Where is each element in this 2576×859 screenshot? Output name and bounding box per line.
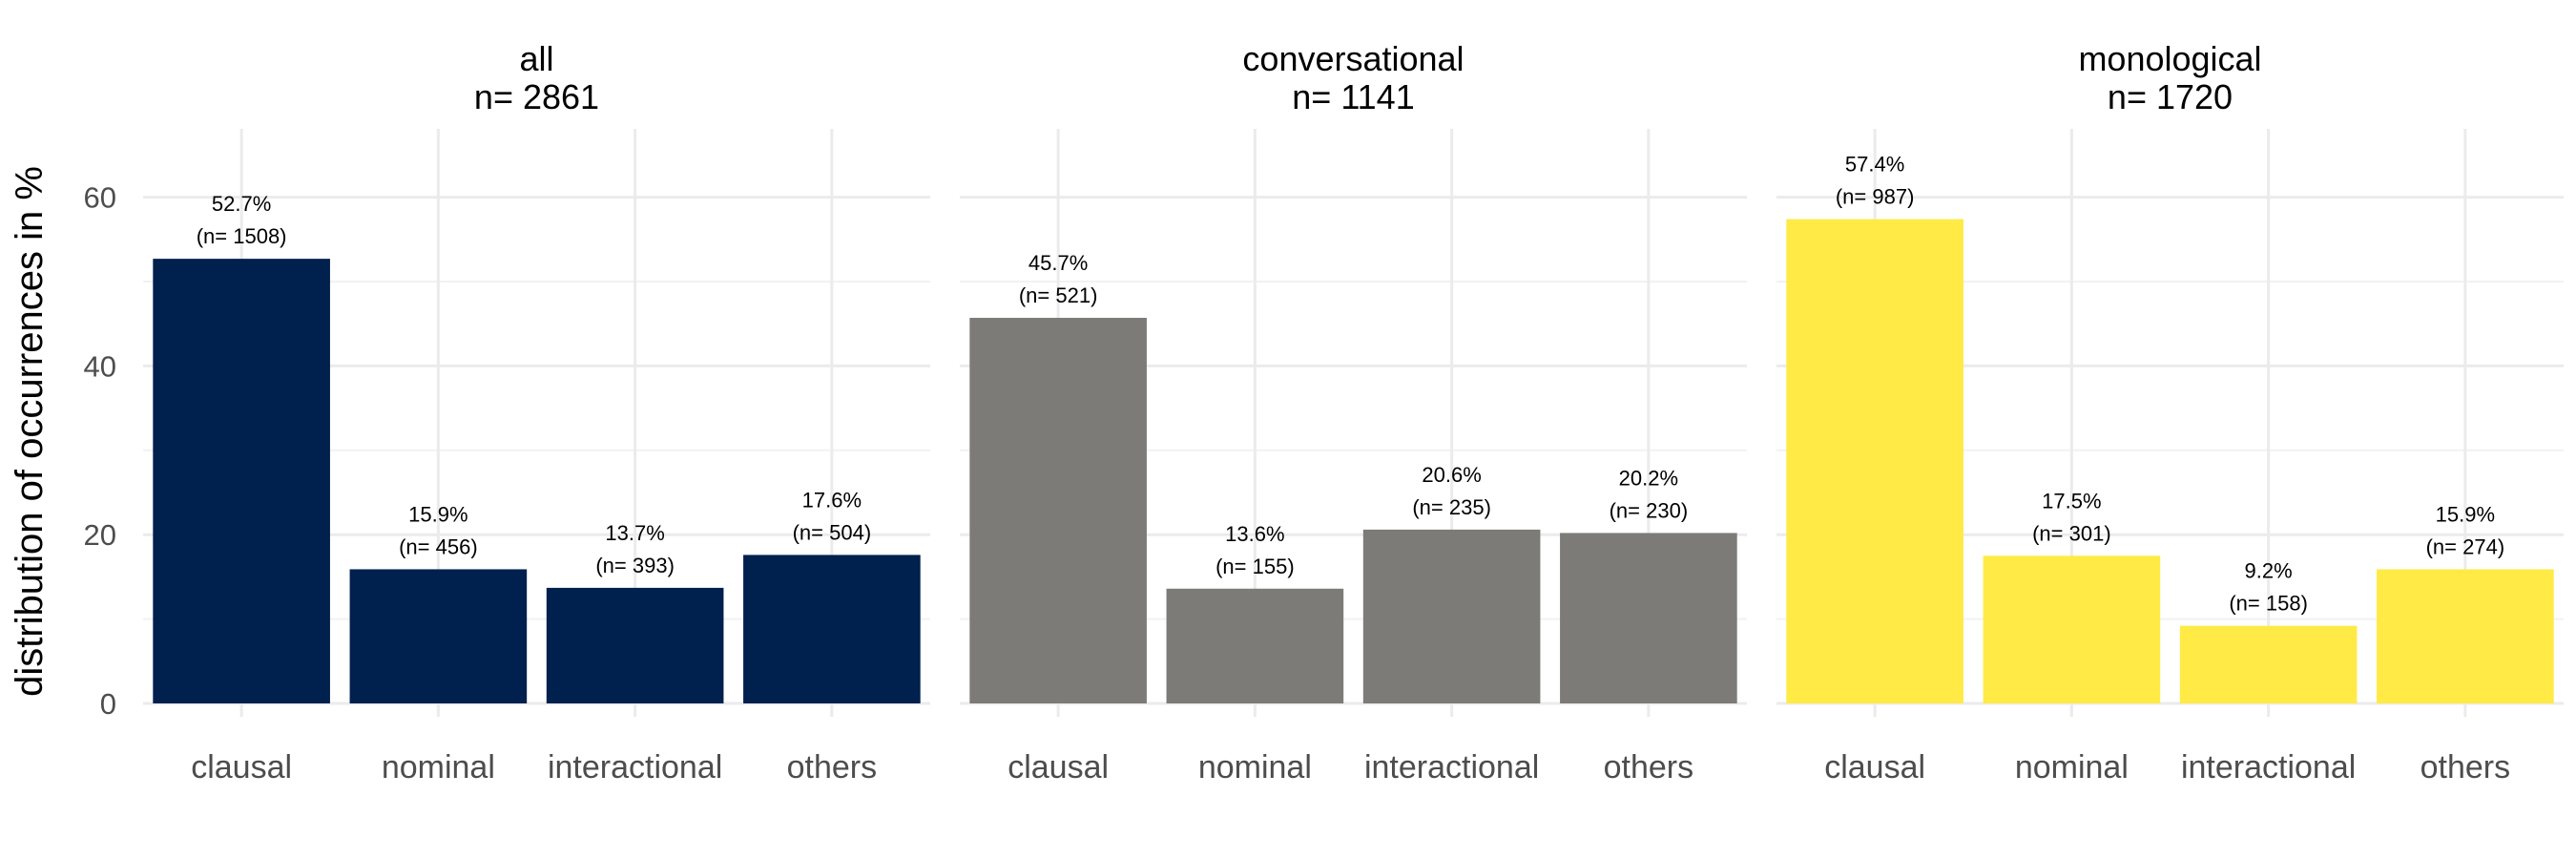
bar-nominal (1166, 588, 1344, 703)
bar-interactional (546, 587, 724, 703)
x-tick-label: others (2420, 749, 2511, 786)
y-tick-label: 20 (84, 518, 116, 552)
bar-nominal (1983, 555, 2161, 703)
x-tick-label: nominal (1198, 749, 1312, 786)
facet-title: conversational (1242, 39, 1464, 78)
facet-subtitle: n= 1141 (1292, 77, 1414, 116)
data-label-count: (n= 301) (2032, 521, 2111, 545)
x-tick-label: nominal (2015, 749, 2129, 786)
data-label-percent: 13.7% (605, 521, 664, 545)
bar-interactional (2179, 625, 2358, 703)
x-tick-label: interactional (548, 749, 722, 786)
data-label-percent: 20.2% (1619, 466, 1678, 490)
bar-others (2377, 569, 2554, 703)
data-label-percent: 9.2% (2245, 559, 2293, 583)
data-label-percent: 17.5% (2042, 489, 2101, 513)
data-label-count: (n= 504) (793, 520, 872, 544)
data-label-percent: 20.6% (1422, 463, 1481, 487)
data-label-count: (n= 274) (2426, 534, 2505, 558)
data-label-count: (n= 230) (1610, 498, 1689, 522)
panels-container: 52.7% (n= 1508) clausal 15.9% (n= 456) nomina… (84, 39, 2564, 786)
data-label-percent: 15.9% (2436, 502, 2495, 526)
bar-clausal (153, 259, 330, 703)
data-label-count: (n= 393) (595, 554, 675, 577)
data-label-percent: 17.6% (802, 488, 862, 512)
facet-panel-monological: 57.4% (n= 987) clausal 17.5% (n= 301) nominal… (1776, 39, 2564, 786)
data-label-count: (n= 1508) (197, 224, 287, 248)
data-label-count: (n= 158) (2229, 592, 2308, 616)
x-tick-label: nominal (382, 749, 495, 786)
x-tick-label: others (787, 749, 878, 786)
x-tick-label: clausal (191, 749, 292, 786)
facet-panel-all: 52.7% (n= 1508) clausal 15.9% (n= 456) nomina… (143, 39, 930, 786)
facet-title: all (519, 39, 553, 78)
facet-subtitle: n= 1720 (2108, 77, 2233, 116)
data-label-percent: 13.6% (1225, 522, 1284, 546)
data-label-count: (n= 456) (399, 534, 478, 558)
y-tick-label: 0 (100, 687, 116, 721)
bar-nominal (349, 569, 528, 703)
data-label-count: (n= 987) (1836, 185, 1915, 209)
x-tick-label: interactional (1364, 749, 1539, 786)
bar-others (743, 555, 921, 703)
bar-clausal (1786, 219, 1963, 704)
data-label-percent: 15.9% (408, 502, 467, 526)
x-tick-label: clausal (1824, 749, 1925, 786)
data-label-percent: 45.7% (1028, 251, 1088, 275)
facet-title: monological (2078, 39, 2261, 78)
y-axis-title: distribution of occurrences in % (9, 166, 51, 697)
bar-others (1560, 533, 1737, 703)
bar-clausal (969, 318, 1147, 703)
y-tick-label: 40 (84, 349, 116, 383)
facet-panel-conversational: 45.7% (n= 521) clausal 13.6% (n= 155) nominal… (960, 39, 1747, 786)
x-tick-label: others (1604, 749, 1694, 786)
bar-interactional (1362, 529, 1541, 703)
x-tick-label: interactional (2181, 749, 2356, 786)
data-label-count: (n= 235) (1412, 495, 1491, 519)
y-tick-label: 60 (84, 181, 116, 215)
x-tick-label: clausal (1008, 749, 1109, 786)
data-label-count: (n= 521) (1019, 283, 1098, 307)
data-label-percent: 52.7% (212, 192, 271, 216)
facet-subtitle: n= 2861 (474, 77, 599, 116)
data-label-count: (n= 155) (1215, 555, 1295, 578)
data-label-percent: 57.4% (1845, 153, 1904, 177)
